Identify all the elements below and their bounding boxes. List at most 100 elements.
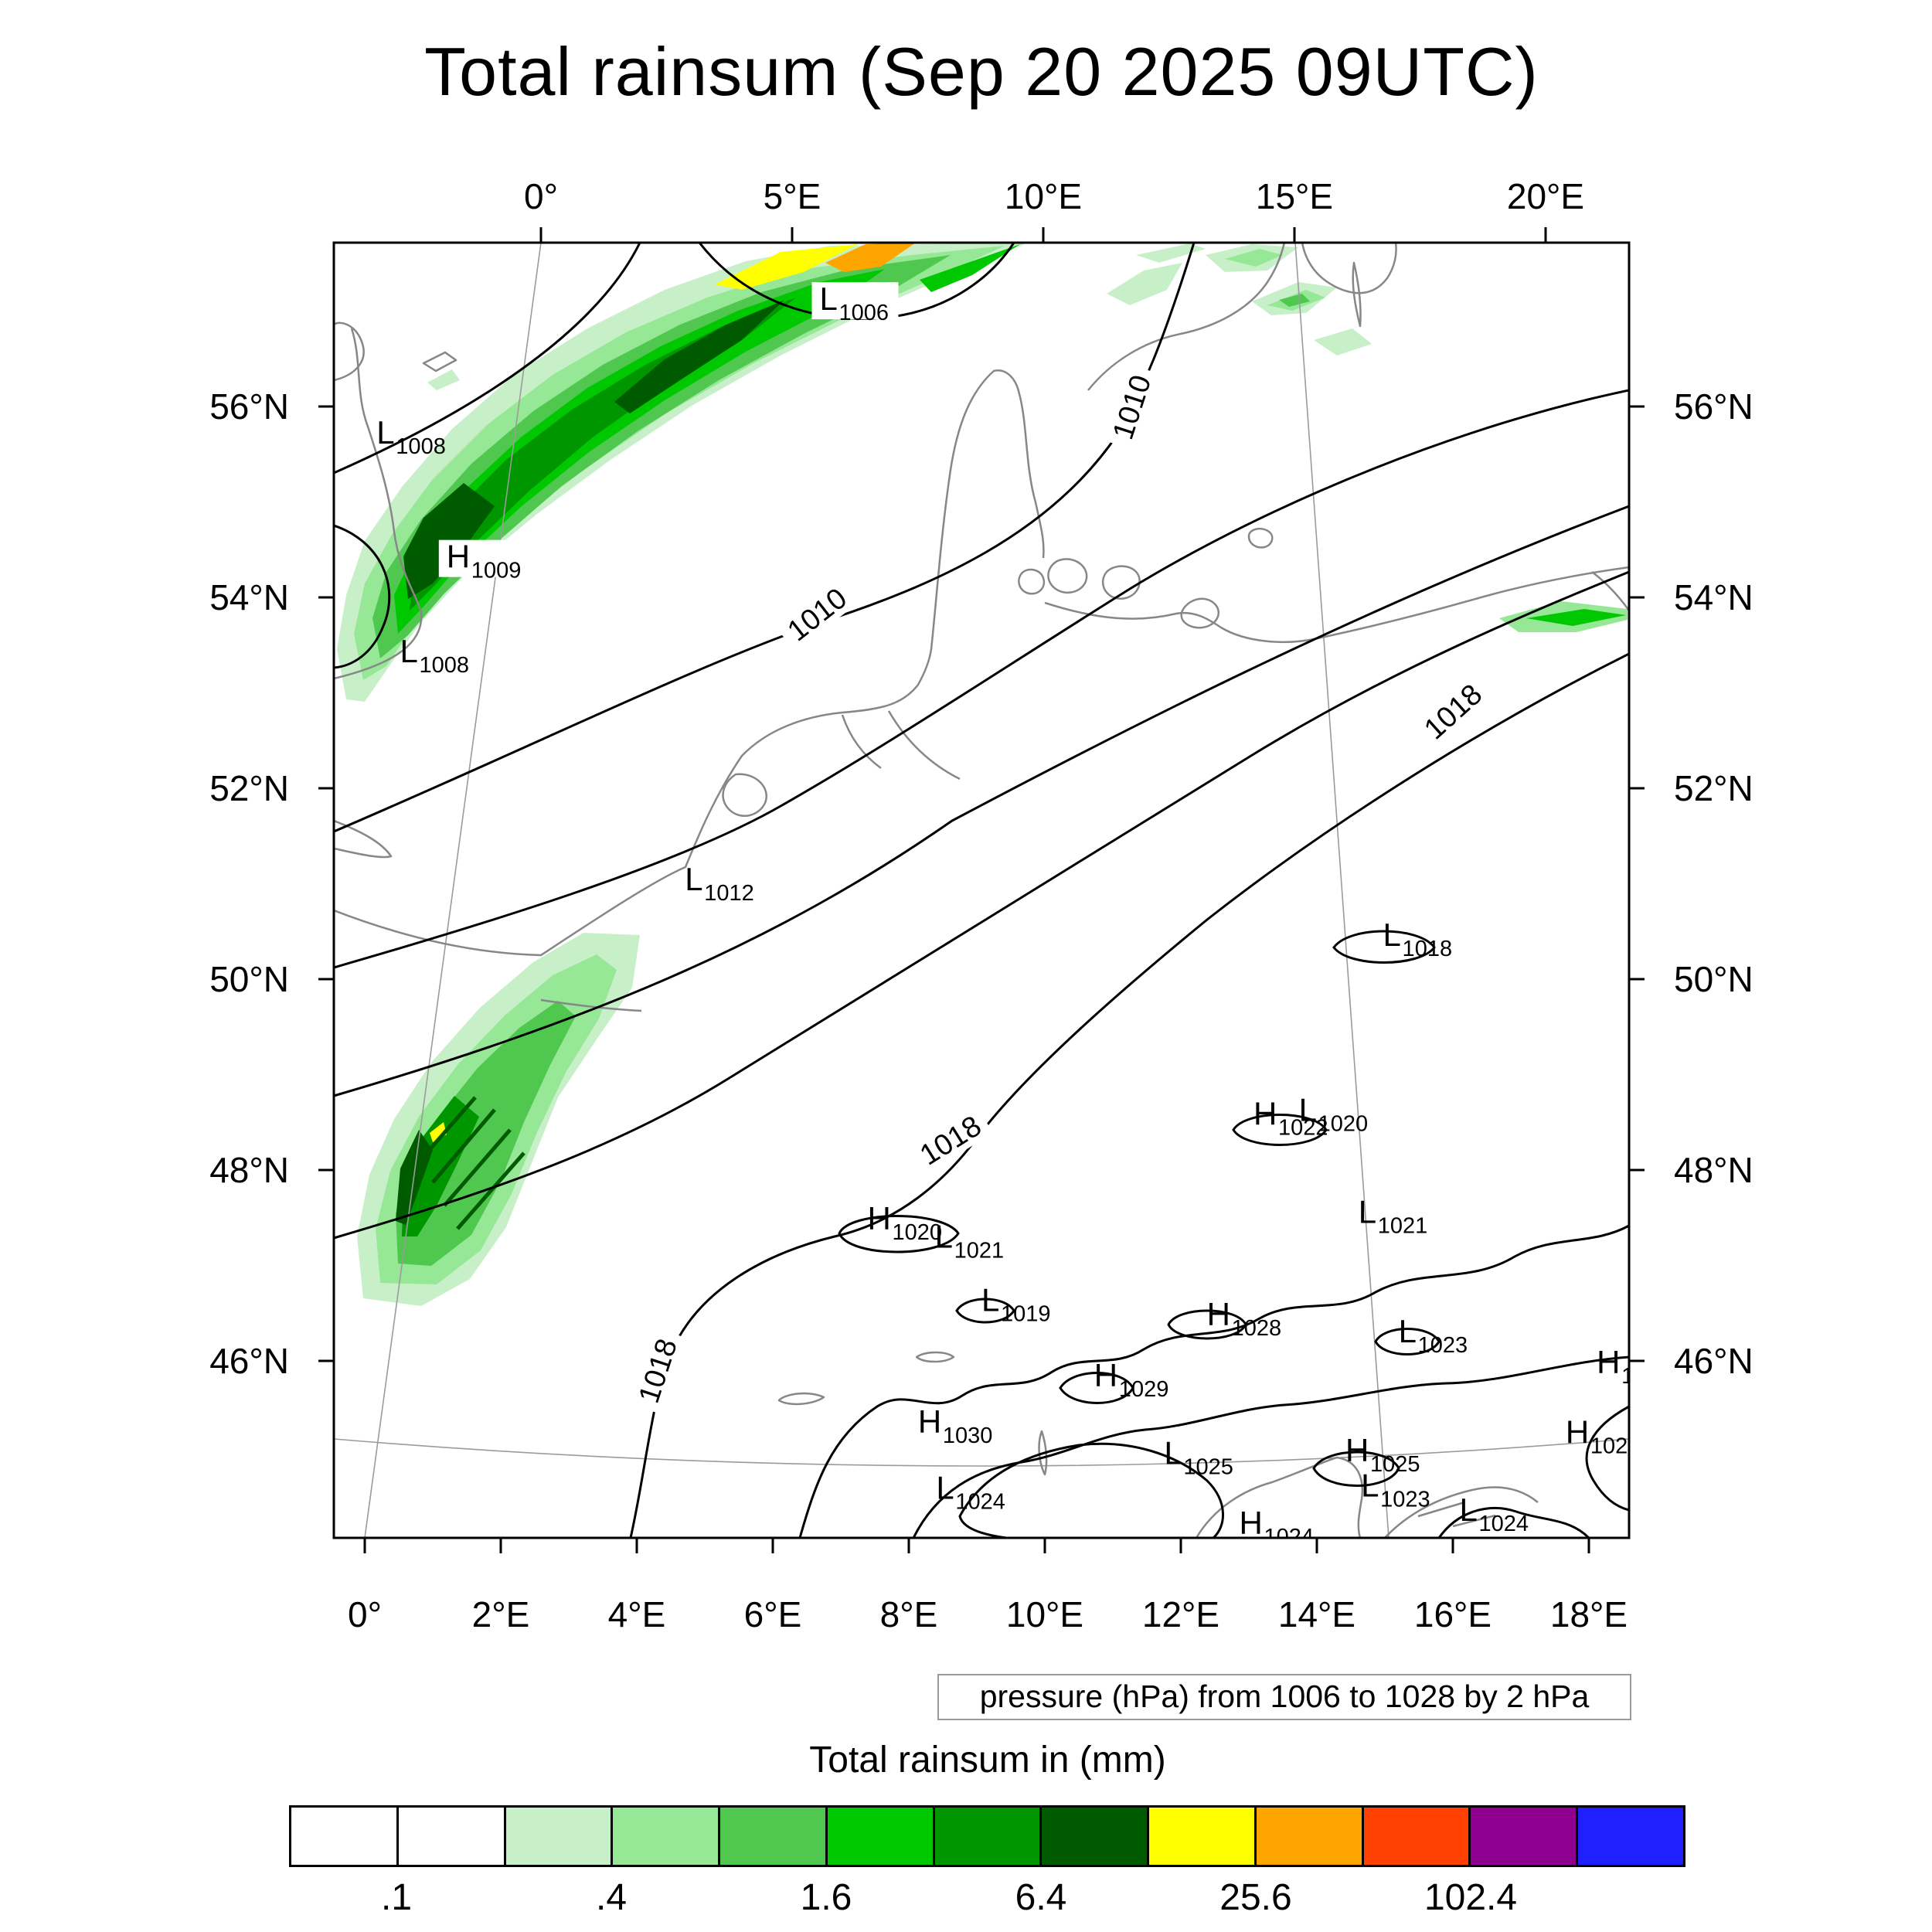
- pressure-center-high: H 1030: [918, 1403, 993, 1448]
- coastline: [1247, 527, 1274, 549]
- top-axis-label: 10°E: [1005, 176, 1082, 216]
- rain-area: [715, 244, 858, 290]
- isobar: [1332, 930, 1436, 964]
- pressure-center-mask: [438, 539, 526, 577]
- pressure-center-low: L 1020: [1299, 1091, 1369, 1136]
- rain-area: [1107, 263, 1182, 305]
- pressure-center-mask: [811, 282, 899, 320]
- right-axis-label: 56°N: [1674, 386, 1753, 427]
- pressure-center-value: 1021: [1378, 1214, 1428, 1239]
- map-frame: [332, 241, 1631, 1539]
- isobar: [1437, 1506, 1590, 1538]
- isobar-label-mask: [1100, 362, 1160, 451]
- left-axis-label: 52°N: [209, 768, 289, 808]
- bottom-axis-label: 0°: [348, 1594, 382, 1634]
- pressure-center-value: 1008: [396, 434, 446, 459]
- isobar-label: 1018: [1410, 670, 1494, 751]
- bottom-axis-label: 10°E: [1006, 1594, 1083, 1634]
- coastline: [1195, 1456, 1364, 1538]
- bottom-axis-label: 8°E: [880, 1594, 938, 1634]
- pressure-center-letter: L: [1399, 1313, 1417, 1349]
- pressure-center-low: L 1019: [981, 1282, 1051, 1327]
- pressure-center-low: L 1025: [1164, 1434, 1233, 1479]
- bottom-axis-label: 16°E: [1414, 1594, 1492, 1634]
- graticule: [334, 243, 1629, 1538]
- left-axis-label: 46°N: [209, 1341, 289, 1381]
- colorbar-cell: [825, 1808, 933, 1865]
- coastline: [334, 321, 365, 382]
- isobar-label-mask: [773, 574, 859, 652]
- pressure-center-low: L 1023: [1361, 1467, 1430, 1512]
- pressure-center-low: L 1021: [935, 1219, 1005, 1264]
- left-axis-label: 50°N: [209, 959, 289, 999]
- pressure-center-value: 1021: [954, 1239, 1005, 1264]
- pressure-center-letter: H: [868, 1200, 891, 1236]
- pressure-center-letter: L: [685, 861, 702, 897]
- isobar: [955, 1298, 1015, 1324]
- pressure-center-value: 1020: [1318, 1111, 1369, 1136]
- rain-texture-stripe: [420, 1096, 477, 1161]
- pressure-center-value: 1019: [1001, 1302, 1051, 1327]
- coastline: [1352, 261, 1362, 328]
- pressure-center-letter: H: [1566, 1414, 1589, 1451]
- pressure-caption: pressure (hPa) from 1006 to 1028 by 2 hP…: [937, 1674, 1631, 1720]
- pressure-center-letter: H: [1240, 1505, 1263, 1541]
- colorbar-cell: [1361, 1808, 1469, 1865]
- pressure-center-letter: H: [447, 539, 470, 575]
- rain-area: [402, 1096, 479, 1236]
- rain-area: [396, 1001, 576, 1266]
- pressure-center-value: 1020: [893, 1220, 943, 1245]
- colorbar-tick-labels: .1 .4 1.6 6.4 25.6 102.4: [0, 1876, 1932, 1923]
- coastline: [1417, 1501, 1465, 1518]
- colorbar-cell: [1039, 1808, 1148, 1865]
- pressure-center-letter: L: [935, 1219, 953, 1255]
- coastline: [1452, 1514, 1496, 1528]
- pressure-center-value: 1024: [1621, 1364, 1672, 1389]
- colorbar-cell: [291, 1808, 396, 1865]
- isobar-label-mask: [906, 1102, 994, 1175]
- coastline: [1018, 568, 1046, 595]
- rain-texture-stripe: [431, 1108, 496, 1184]
- top-axis-label: 0°: [524, 176, 558, 216]
- isobar: [798, 1224, 1629, 1538]
- isobar-label: 1010: [1100, 362, 1160, 451]
- isobar: [629, 652, 1629, 1538]
- pressure-center-value: 1022: [1278, 1115, 1328, 1140]
- pressure-center-letter: H: [1207, 1296, 1230, 1332]
- bottom-axis-label: 6°E: [744, 1594, 802, 1634]
- coastline: [334, 369, 1045, 957]
- left-axis-label: 54°N: [209, 577, 289, 617]
- coastline: [887, 710, 961, 781]
- left-axis-label: 56°N: [209, 386, 289, 427]
- bottom-axis-label: 2°E: [472, 1594, 530, 1634]
- isobar: [1374, 1328, 1440, 1355]
- colorbar-cell: [1253, 1808, 1362, 1865]
- pressure-center-low: L 1012: [685, 861, 754, 906]
- graticule-line: [364, 243, 542, 1538]
- coastline: [1301, 243, 1397, 294]
- coastline: [540, 998, 642, 1012]
- coastline: [334, 328, 423, 680]
- pressure-center-value: 1023: [1380, 1487, 1430, 1512]
- coastline: [1047, 558, 1088, 594]
- pressure-center-letter: H: [1094, 1357, 1117, 1393]
- rain-texture-stripe: [443, 1128, 512, 1207]
- pressure-center-high: H 1025: [1345, 1432, 1420, 1477]
- coastline: [1044, 566, 1629, 644]
- pressure-center-letter: H: [1597, 1344, 1620, 1380]
- pressure-center-letter: H: [1253, 1095, 1277, 1131]
- rain-area: [1314, 328, 1372, 355]
- coastline: [777, 1392, 825, 1406]
- right-axis-label: 54°N: [1674, 577, 1753, 617]
- colorbar-tick-label: .1: [380, 1877, 413, 1918]
- pressure-center-high: H 1022: [1253, 1095, 1328, 1140]
- pressure-center-high: H 1024: [1597, 1344, 1672, 1389]
- pressure-center-value: 1023: [1418, 1333, 1468, 1358]
- coastlines: [334, 243, 1629, 1538]
- isobar: [334, 570, 1629, 1240]
- coastline: [422, 351, 457, 372]
- pressure-center-high: H 1028: [1207, 1296, 1282, 1341]
